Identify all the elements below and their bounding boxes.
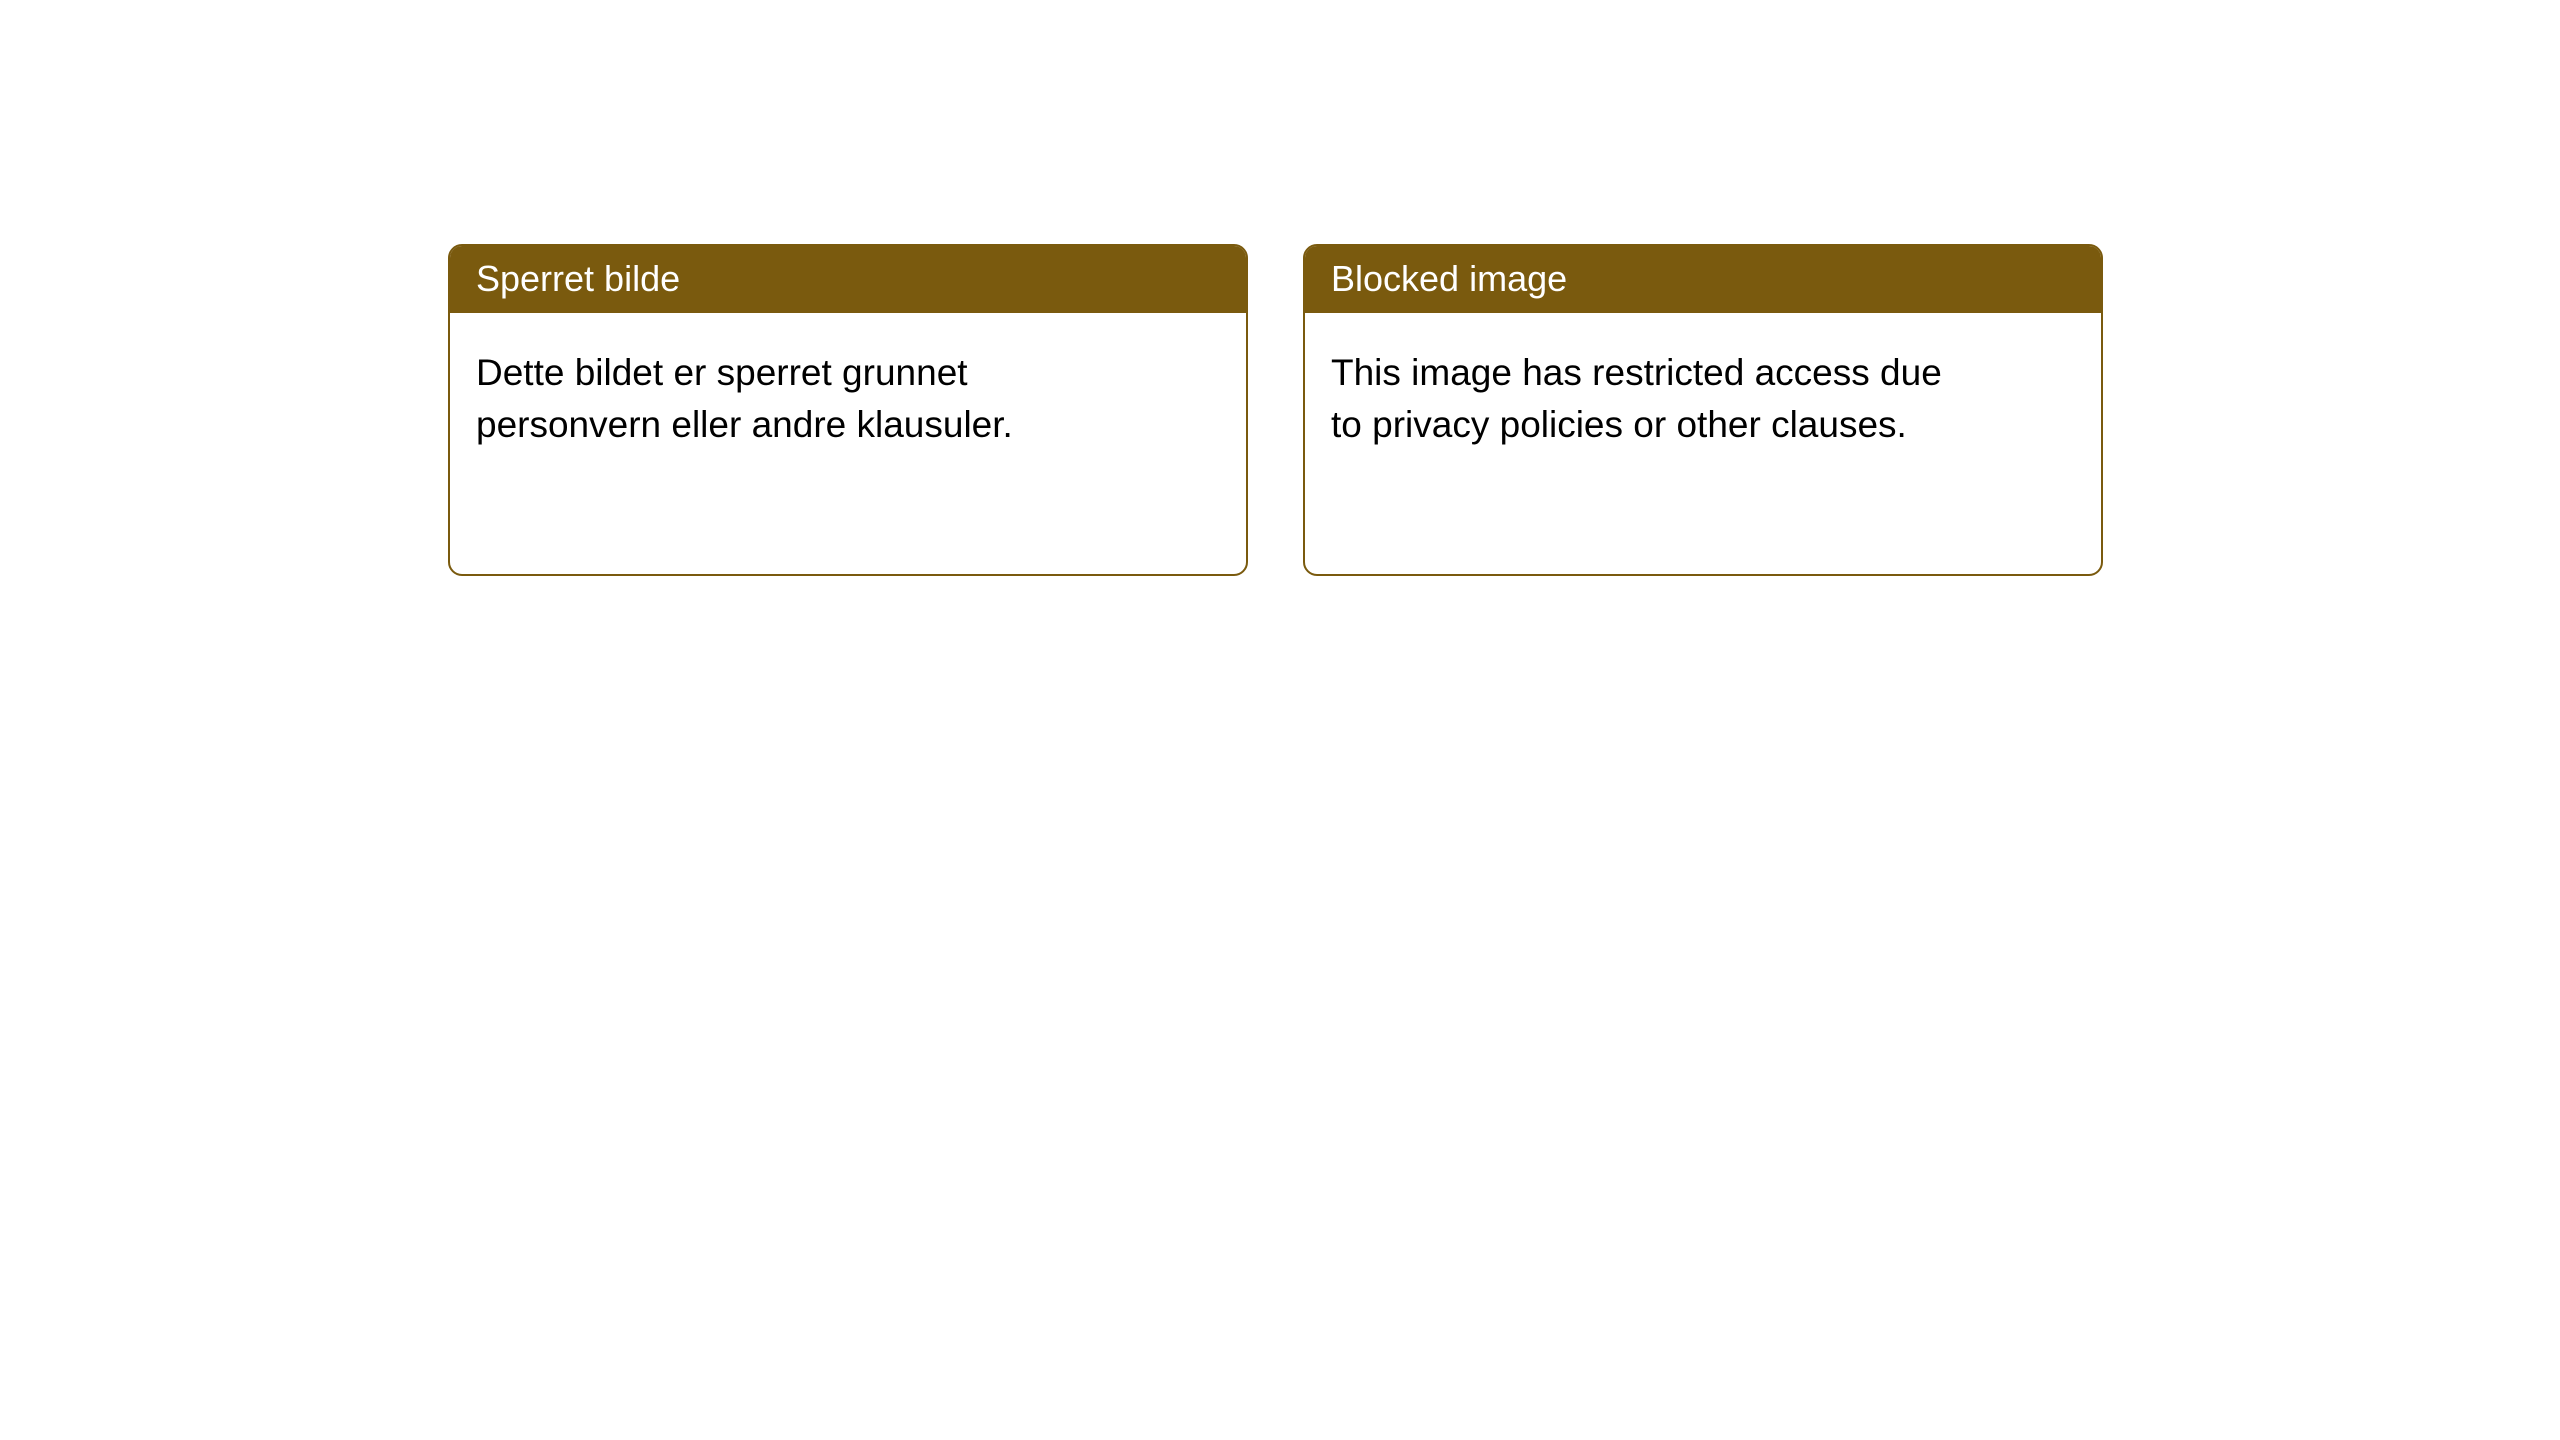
notice-card-english: Blocked image This image has restricted … [1303,244,2103,576]
notice-card-title: Sperret bilde [450,246,1246,313]
notice-card-body: Dette bildet er sperret grunnet personve… [450,313,1130,477]
notice-container: Sperret bilde Dette bildet er sperret gr… [0,0,2560,576]
notice-card-body: This image has restricted access due to … [1305,313,1985,477]
notice-card-norwegian: Sperret bilde Dette bildet er sperret gr… [448,244,1248,576]
notice-card-title: Blocked image [1305,246,2101,313]
